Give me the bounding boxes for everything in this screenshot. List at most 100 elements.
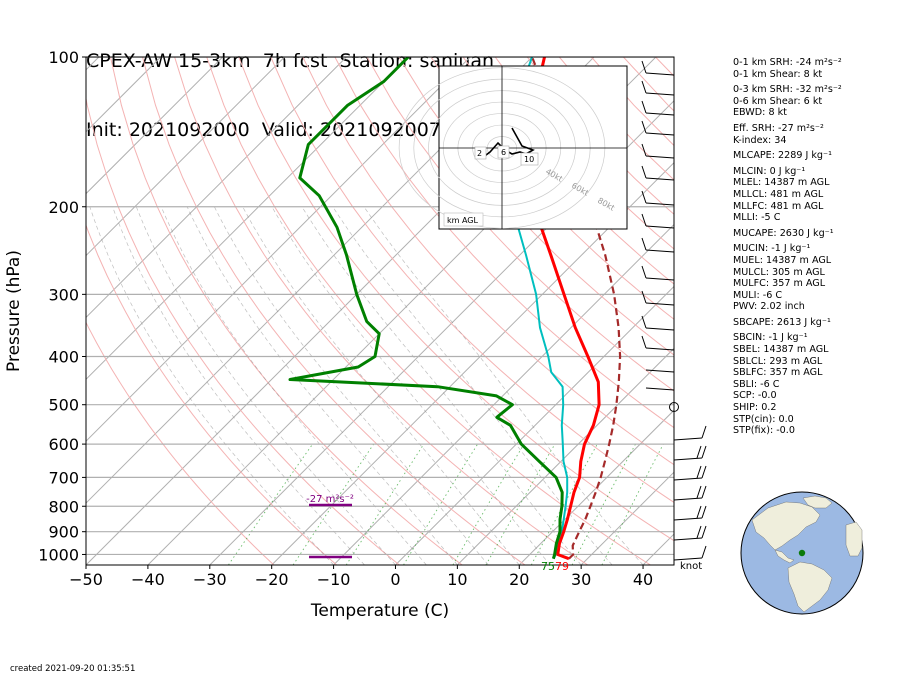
srh-label: -27 m²s⁻² <box>306 494 354 505</box>
y-tick-label: 800 <box>48 497 79 516</box>
x-tick-label: −20 <box>255 570 289 589</box>
hodo-height-2: 2 <box>477 149 482 158</box>
isotherm-line <box>580 471 674 565</box>
dry-adiabat-line <box>206 57 651 565</box>
calm-wind-marker <box>669 402 679 412</box>
dry-adiabat-line <box>86 95 400 565</box>
moist-adiabat-line <box>112 206 365 565</box>
dry-adiabat-line <box>86 223 338 565</box>
wind-barb <box>641 100 675 116</box>
stat-row: MLLFC: 481 m AGL <box>733 200 824 212</box>
isotherm-line <box>333 223 674 565</box>
hodograph-trace <box>481 127 535 159</box>
stat-row: SBLI: -6 C <box>733 378 780 390</box>
stat-row: PWV: 2.02 inch <box>733 301 805 313</box>
dry-adiabat-line <box>366 57 674 392</box>
x-tick-label: 0 <box>390 570 400 589</box>
wind-barb <box>673 525 707 541</box>
stat-row: MLEL: 14387 m AGL <box>733 177 830 189</box>
moist-adiabat-line <box>135 206 396 565</box>
plot-frame <box>85 56 675 566</box>
wind-barb <box>673 425 707 441</box>
wind-barb <box>641 265 675 281</box>
moist-adiabat-line <box>363 206 644 565</box>
hodo-height-10: 10 <box>524 155 534 164</box>
x-axis-label: Temperature (C) <box>310 601 449 621</box>
y-tick-label: 400 <box>48 348 79 367</box>
x-tick-label: −10 <box>317 570 351 589</box>
isotherm-line <box>86 57 409 381</box>
wind-barb <box>641 213 675 229</box>
isotherm-line <box>86 57 223 195</box>
dry-adiabat-line <box>334 57 674 429</box>
stat-row: MLCIN: 0 J kg⁻¹ <box>733 165 806 177</box>
surface-dewpoint-label: 75 <box>541 560 555 573</box>
moist-adiabat-line <box>186 206 458 565</box>
y-tick-label: 200 <box>48 198 79 217</box>
wind-barb <box>641 143 675 159</box>
station-location-marker <box>798 549 806 557</box>
wind-barb <box>641 237 675 253</box>
dry-adiabat-line <box>462 57 674 285</box>
isotherm-line <box>395 285 674 565</box>
wind-barb <box>641 165 675 181</box>
y-tick-label: 500 <box>48 396 79 415</box>
y-tick-label: 700 <box>48 468 79 487</box>
moist-adiabat-line <box>242 206 520 565</box>
dry-adiabat-line <box>238 57 674 542</box>
wind-barb <box>641 60 675 76</box>
wind-barb <box>641 315 675 331</box>
moist-adiabat-line <box>332 206 613 565</box>
isotherm-line <box>86 57 471 442</box>
y-tick-label: 1000 <box>38 545 79 564</box>
stat-row: SBEL: 14387 m AGL <box>733 344 829 356</box>
created-timestamp: created 2021-09-20 01:35:51 <box>10 664 136 674</box>
surface-temperature-label: 79 <box>555 560 569 573</box>
x-tick-label: −50 <box>69 570 103 589</box>
stat-row: STP(cin): 0.0 <box>733 413 794 425</box>
y-tick-label: 900 <box>48 523 79 542</box>
wind-barb <box>645 387 675 391</box>
x-tick-label: −30 <box>193 570 227 589</box>
stat-row: MULI: -6 C <box>733 289 783 301</box>
stat-row: MLCAPE: 2289 J kg⁻¹ <box>733 150 832 162</box>
isotherm-line <box>457 347 674 565</box>
mixing-ratio-line <box>292 443 375 565</box>
moist-adiabat-line <box>301 206 582 565</box>
wind-barb <box>641 190 675 206</box>
dry-adiabat-line <box>430 57 674 320</box>
stat-row: MLLCL: 481 m AGL <box>733 188 824 200</box>
dry-adiabat-line <box>174 57 588 565</box>
stat-row: SBCAPE: 2613 J kg⁻¹ <box>733 316 831 328</box>
stat-row: 0-1 km Shear: 8 kt <box>733 68 823 80</box>
stat-row: Eff. SRH: -27 m²s⁻² <box>733 122 824 134</box>
hodograph: 40kt 60kt 80kt 2 6 10 km AGL <box>398 65 628 230</box>
mixing-ratio-line <box>530 443 598 565</box>
y-tick-label: 300 <box>48 285 79 304</box>
stat-row: SBCIN: -1 J kg⁻¹ <box>733 332 808 344</box>
x-tick-label: 40 <box>633 570 653 589</box>
wind-barb <box>641 80 675 96</box>
stat-row: MLLI: -5 C <box>733 212 781 224</box>
stat-row: MUCAPE: 2630 J kg⁻¹ <box>733 227 834 239</box>
dry-adiabat-line <box>302 57 674 466</box>
locator-globe <box>740 491 864 615</box>
mixing-ratio-line <box>228 443 313 565</box>
wind-barb <box>673 505 707 521</box>
moist-adiabat-line <box>89 206 334 565</box>
wind-barb <box>673 485 707 501</box>
mixing-ratio-line <box>485 443 556 565</box>
isotherm-line <box>86 57 162 133</box>
isotherm-line <box>209 100 674 565</box>
stat-row: SCP: -0.0 <box>733 390 777 402</box>
moist-adiabat-line <box>160 206 427 565</box>
stat-row: SHIP: 0.2 <box>733 402 777 414</box>
mixing-ratio-line <box>571 443 636 565</box>
y-axis-label: Pressure (hPa) <box>4 250 24 372</box>
isotherm-line <box>86 57 285 257</box>
y-tick-label: 600 <box>48 435 79 454</box>
stat-row: STP(fix): -0.0 <box>733 425 795 437</box>
wind-barb <box>641 290 675 306</box>
wind-barb <box>645 369 675 373</box>
